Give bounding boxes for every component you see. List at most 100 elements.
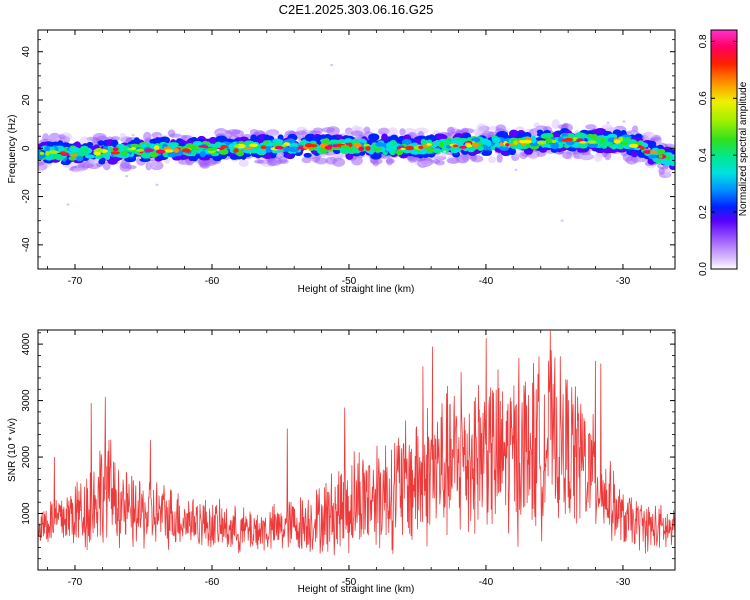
spectrogram-noise-speck [330, 63, 334, 67]
spectrogram-core-blob [191, 149, 197, 157]
spectrogram-core-blob [199, 150, 207, 157]
spectrogram-core-blob [69, 146, 80, 153]
snr-series-line [38, 330, 675, 556]
spectrogram-peak-blob [505, 143, 510, 147]
spectrogram-x-tick-label: -60 [205, 276, 220, 287]
spectrogram-peak-blob [365, 146, 371, 151]
spectrogram-core-blob [151, 151, 159, 157]
spectrogram-band-blob [133, 137, 141, 146]
spectrogram-core-blob [389, 139, 397, 147]
spectrogram-peak-blob [642, 150, 652, 154]
snr-y-tick-label: 2000 [21, 445, 32, 468]
spectrogram-peak-blob [173, 148, 180, 153]
spectrogram-halo-blob [386, 157, 394, 166]
spectrogram-y-tick-label: -20 [21, 189, 32, 204]
spectrogram-y-tick-label: 20 [21, 94, 32, 106]
spectrogram-core-blob [520, 144, 529, 150]
spectrogram-noise-speck [660, 164, 664, 168]
spectrogram-core-blob [578, 142, 588, 149]
spectrogram-peak-blob [372, 147, 382, 152]
spectrogram-band-blob [284, 152, 294, 159]
spectrogram-band-blob [107, 157, 118, 165]
spectrogram-peak-blob [274, 146, 284, 150]
spectrogram-band-blob [616, 148, 627, 153]
spectrogram-peak-blob [521, 139, 532, 144]
spectrogram-halo-blob [147, 159, 157, 169]
spectrogram-peak-blob [39, 151, 45, 155]
spectrogram-halo-blob [562, 151, 572, 160]
snr-x-tick-label: -30 [616, 577, 631, 588]
spectrogram-core-blob [440, 147, 449, 154]
spectrogram-noise-speck [155, 183, 159, 187]
spectrogram-halo-blob [378, 127, 390, 135]
spectrogram-core-blob [544, 132, 553, 139]
spectrogram-halo-blob [311, 156, 320, 163]
spectrogram-peak-blob [579, 141, 587, 144]
spectrogram-halo-blob [38, 166, 45, 172]
spectrogram-peak-blob [618, 136, 624, 142]
spectrogram-core-blob [586, 133, 595, 139]
spectrogram-band-blob [250, 134, 258, 142]
spectrogram-halo-blob [476, 123, 487, 133]
spectrogram-core-blob [563, 143, 570, 149]
colorbar-tick-label: 0.2 [698, 205, 709, 219]
spectrogram-peak-blob [206, 147, 216, 152]
snr-y-axis: 1000 2000 3000 4000 [21, 332, 675, 571]
spectrogram-band-blob [508, 129, 519, 138]
spectrogram-halo-blob [551, 119, 560, 130]
spectrogram-core-blob [167, 151, 176, 158]
snr-frame [37, 329, 676, 571]
spectrogram-core-blob [540, 134, 546, 139]
spectrogram-x-label: Height of straight line (km) [298, 284, 415, 295]
spectrogram-halo-blob [456, 154, 469, 164]
spectrogram-core-blob [669, 161, 675, 166]
spectrogram-halo-blob [488, 156, 496, 164]
spectrogram-core-blob [395, 149, 404, 156]
spectrogram-noise-speck [606, 121, 610, 124]
spectrogram-x-tick-label: -70 [68, 276, 83, 287]
spectrogram-band-blob [263, 153, 272, 160]
spectrogram-core-blob [78, 150, 90, 156]
spectrogram-core-blob [420, 138, 427, 146]
spectrogram-peak-blob [144, 148, 155, 153]
snr-y-tick-label: 3000 [21, 389, 32, 412]
spectrogram-core-blob [68, 156, 77, 161]
spectrogram-peak-blob [628, 143, 639, 148]
snr-y-label: SNR (10 * v/v) [7, 418, 18, 482]
spectrogram-band-blob [630, 150, 639, 158]
spectrogram-frame [37, 29, 676, 270]
spectrogram-halo-blob [644, 131, 652, 140]
spectrogram-halo-blob [102, 161, 111, 171]
spectrogram-peak-blob [426, 142, 433, 146]
spectrogram-peak-blob [520, 143, 527, 146]
spectrogram-band-blob [60, 160, 70, 166]
spectrogram-core-blob [477, 145, 485, 151]
snr-panel: -70 -60 -50 -40 -30 1000 2000 3000 4000 Height … [7, 329, 676, 595]
snr-y-tick-label: 1000 [21, 502, 32, 525]
spectrogram-halo-blob [399, 128, 406, 136]
spectrogram-core-blob [264, 145, 273, 153]
spectrogram-peak-blob [155, 149, 166, 154]
spectrogram-core-blob [75, 155, 84, 162]
spectrogram-halo-blob [370, 157, 383, 165]
spectrogram-halo-blob [120, 159, 130, 169]
spectrogram-peak-blob [363, 143, 371, 147]
spectrogram-noise-speck [66, 203, 70, 206]
spectrogram-panel: -70 -60 -50 -40 -30 -40 -20 0 20 40 Height of st… [7, 29, 676, 295]
spectrogram-halo-blob [332, 157, 346, 167]
spectrogram-core-blob [288, 146, 300, 153]
spectrogram-halo-blob [625, 156, 638, 165]
spectrogram-noise-speck [131, 133, 135, 137]
spectrogram-core-blob [617, 143, 624, 150]
spectrogram-core-blob [654, 158, 662, 164]
spectrogram-x-axis: -70 -60 -50 -40 -30 [47, 30, 651, 287]
colorbar-tick-label: 0.4 [698, 148, 709, 162]
spectrogram-band-blob [191, 155, 198, 162]
snr-y-tick-label: 4000 [21, 333, 32, 356]
spectrogram-image [38, 63, 675, 222]
spectrogram-halo-blob [238, 159, 249, 168]
spectrogram-peak-blob [297, 146, 303, 150]
spectrogram-peak-blob [564, 137, 574, 142]
spectrogram-peak-blob [233, 148, 239, 153]
spectrogram-core-blob [486, 139, 492, 147]
